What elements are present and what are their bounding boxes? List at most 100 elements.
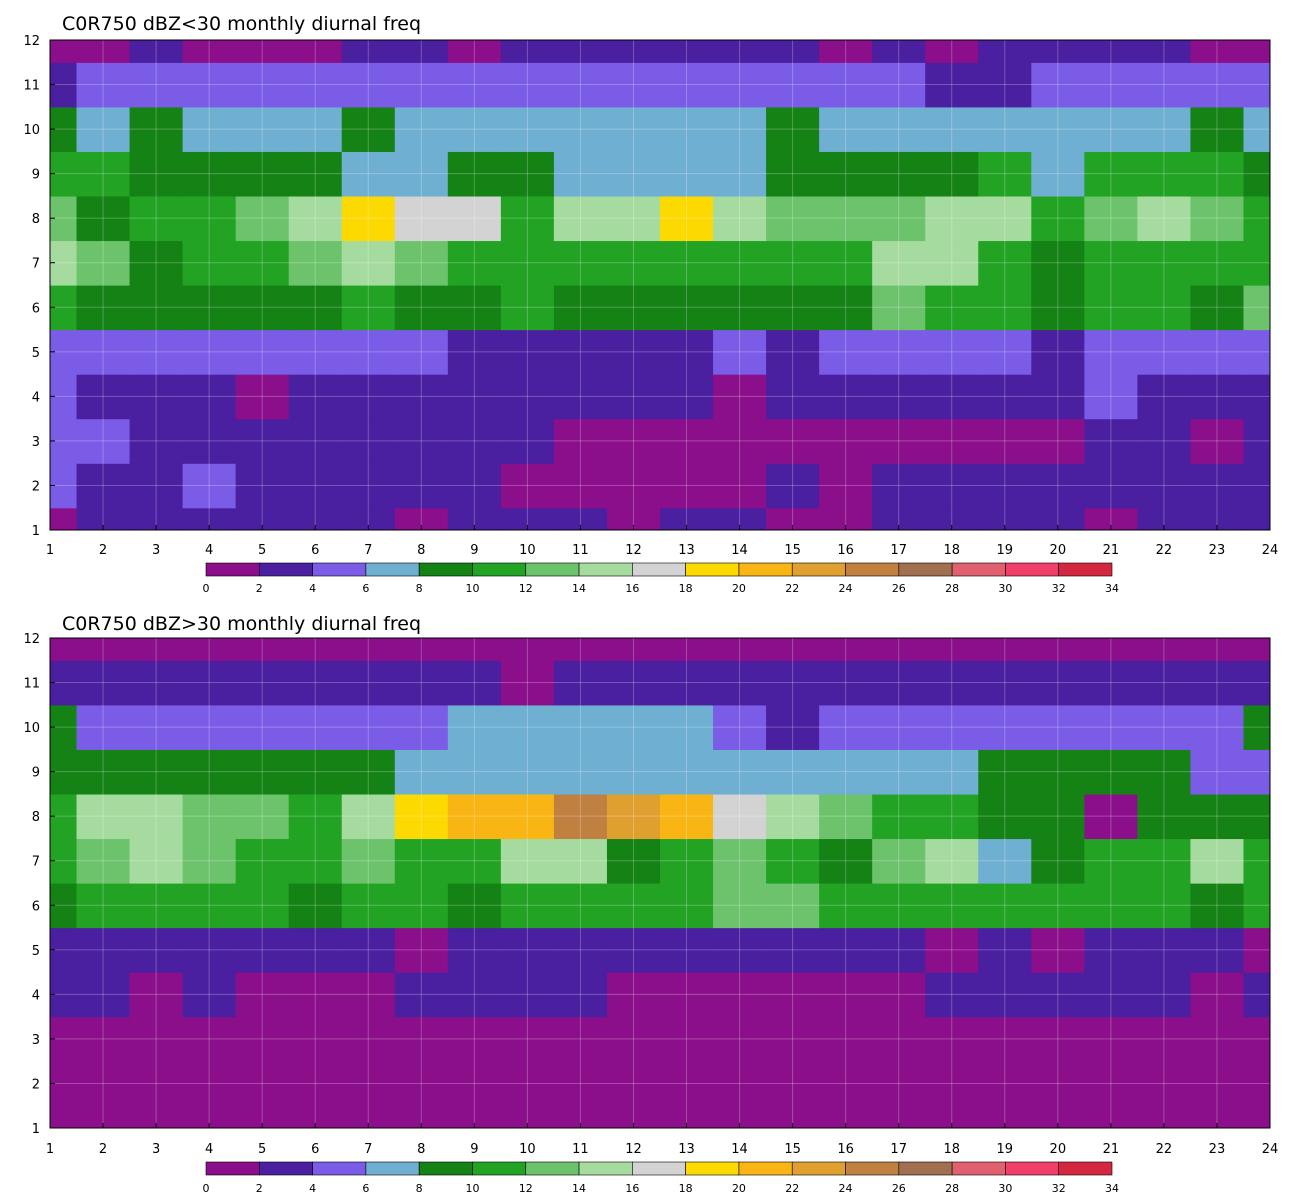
heatmap-cell <box>500 1016 555 1062</box>
heatmap-cell <box>1031 883 1085 929</box>
heatmap-cell <box>713 1016 767 1062</box>
heatmap-cell <box>553 1061 608 1107</box>
heatmap-cell <box>235 40 290 63</box>
heatmap-cell <box>1031 660 1085 706</box>
heatmap-cell <box>872 704 926 750</box>
heatmap-cell <box>394 838 449 884</box>
colorbar-swatch <box>578 562 633 577</box>
heatmap-cell <box>76 1105 131 1128</box>
colorbar: 0 2 4 6 8 10 12 14 16 18 20 22 24 26 28 30 32 34 <box>203 1161 1119 1195</box>
heatmap-cell <box>766 240 820 286</box>
heatmap-cell <box>1137 195 1192 242</box>
heatmap-cell <box>341 927 396 973</box>
heatmap-cell <box>341 507 396 530</box>
heatmap-cell <box>182 240 237 286</box>
heatmap-cell <box>341 151 396 197</box>
heatmap-cell <box>660 1016 714 1062</box>
heatmap-cell <box>500 838 555 884</box>
colorbar-swatch <box>951 562 1006 577</box>
heatmap-cell <box>1190 927 1245 973</box>
heatmap-cell <box>978 374 1032 420</box>
heatmap-cell <box>766 883 820 929</box>
x-tick-label: 14 <box>731 1142 748 1157</box>
heatmap-cell <box>235 240 290 286</box>
heatmap-cell <box>288 285 343 331</box>
x-tick-label: 19 <box>997 543 1014 558</box>
heatmap-cell <box>1190 704 1245 750</box>
heatmap-cell <box>606 1105 661 1128</box>
heatmap-cell <box>341 418 396 464</box>
heatmap-cell <box>129 883 184 929</box>
heatmap-cell <box>394 40 449 63</box>
heatmap-cell <box>1243 240 1270 286</box>
heatmap-cell <box>553 40 608 63</box>
heatmap-cell <box>447 40 502 63</box>
heatmap-cell <box>606 151 661 197</box>
x-tick-label: 3 <box>152 1142 160 1157</box>
colorbar-swatch <box>1005 562 1060 577</box>
heatmap-cell <box>394 418 449 464</box>
heatmap-cell <box>978 240 1032 286</box>
heatmap-cell <box>394 972 449 1018</box>
heatmap-cell <box>447 507 502 530</box>
heatmap-cell <box>50 638 78 661</box>
heatmap-cell <box>606 240 661 286</box>
heatmap-cell <box>606 1016 661 1062</box>
heatmap-cell <box>872 374 926 420</box>
colorbar-label: 34 <box>1105 1182 1119 1195</box>
heatmap-cell <box>1243 838 1270 884</box>
x-tick-label: 12 <box>625 543 642 558</box>
heatmap-cell <box>1084 329 1138 375</box>
colorbar-swatch <box>738 1161 793 1176</box>
heatmap-cell <box>819 838 873 884</box>
heatmap-cell <box>766 838 820 884</box>
heatmap-cell <box>872 1105 926 1128</box>
heatmap-cell <box>1137 106 1192 152</box>
heatmap-cell <box>1137 329 1192 375</box>
heatmap-cell <box>1137 374 1192 420</box>
grid <box>49 637 1271 1129</box>
heatmap-cell <box>660 838 714 884</box>
heatmap-cell <box>341 463 396 509</box>
heatmap-cell <box>819 793 873 840</box>
heatmap-cell <box>50 40 78 63</box>
colorbar-swatch <box>1058 1161 1113 1176</box>
heatmap-cell <box>447 638 502 661</box>
heatmap-cell <box>1137 883 1192 929</box>
heatmap-cell <box>129 106 184 152</box>
heatmap-cell <box>500 40 555 63</box>
colorbar-swatch <box>632 562 686 577</box>
heatmap-cell <box>606 106 661 152</box>
heatmap-cell <box>1190 285 1245 331</box>
heatmap-cell <box>129 62 184 108</box>
heatmap-cell <box>182 883 237 929</box>
heatmap-cell <box>819 507 873 530</box>
heatmap-cell <box>1031 793 1085 840</box>
panel-1-title: C0R750 dBZ>30 monthly diurnal freq <box>62 613 421 635</box>
heatmap-cell <box>1084 638 1138 661</box>
y-tick-label: 8 <box>32 212 40 227</box>
heatmap-cell <box>235 927 290 973</box>
colorbar-swatch <box>205 1161 260 1176</box>
heatmap-cell <box>766 704 820 750</box>
heatmap-cell <box>1084 418 1138 464</box>
heatmap-cell <box>1243 883 1270 929</box>
heatmap-cell <box>182 972 237 1018</box>
heatmap-cell <box>713 972 767 1018</box>
heatmap-cell <box>235 463 290 509</box>
heatmap-cell <box>500 374 555 420</box>
heatmap-cell <box>341 62 396 108</box>
heatmap-cell <box>978 660 1032 706</box>
heatmap-cell <box>1137 1061 1192 1107</box>
heatmap-cell <box>1190 62 1245 108</box>
heatmap-cell <box>660 1061 714 1107</box>
colorbar-label: 14 <box>572 582 586 595</box>
heatmap-cell <box>447 1016 502 1062</box>
heatmap-cell <box>925 927 979 973</box>
heatmap-cell <box>1137 463 1192 509</box>
heatmap-cell <box>76 418 131 464</box>
heatmap-cell <box>978 927 1032 973</box>
heatmap-cell <box>500 285 555 331</box>
heatmap-cell <box>713 704 767 750</box>
heatmap-cell <box>660 1105 714 1128</box>
